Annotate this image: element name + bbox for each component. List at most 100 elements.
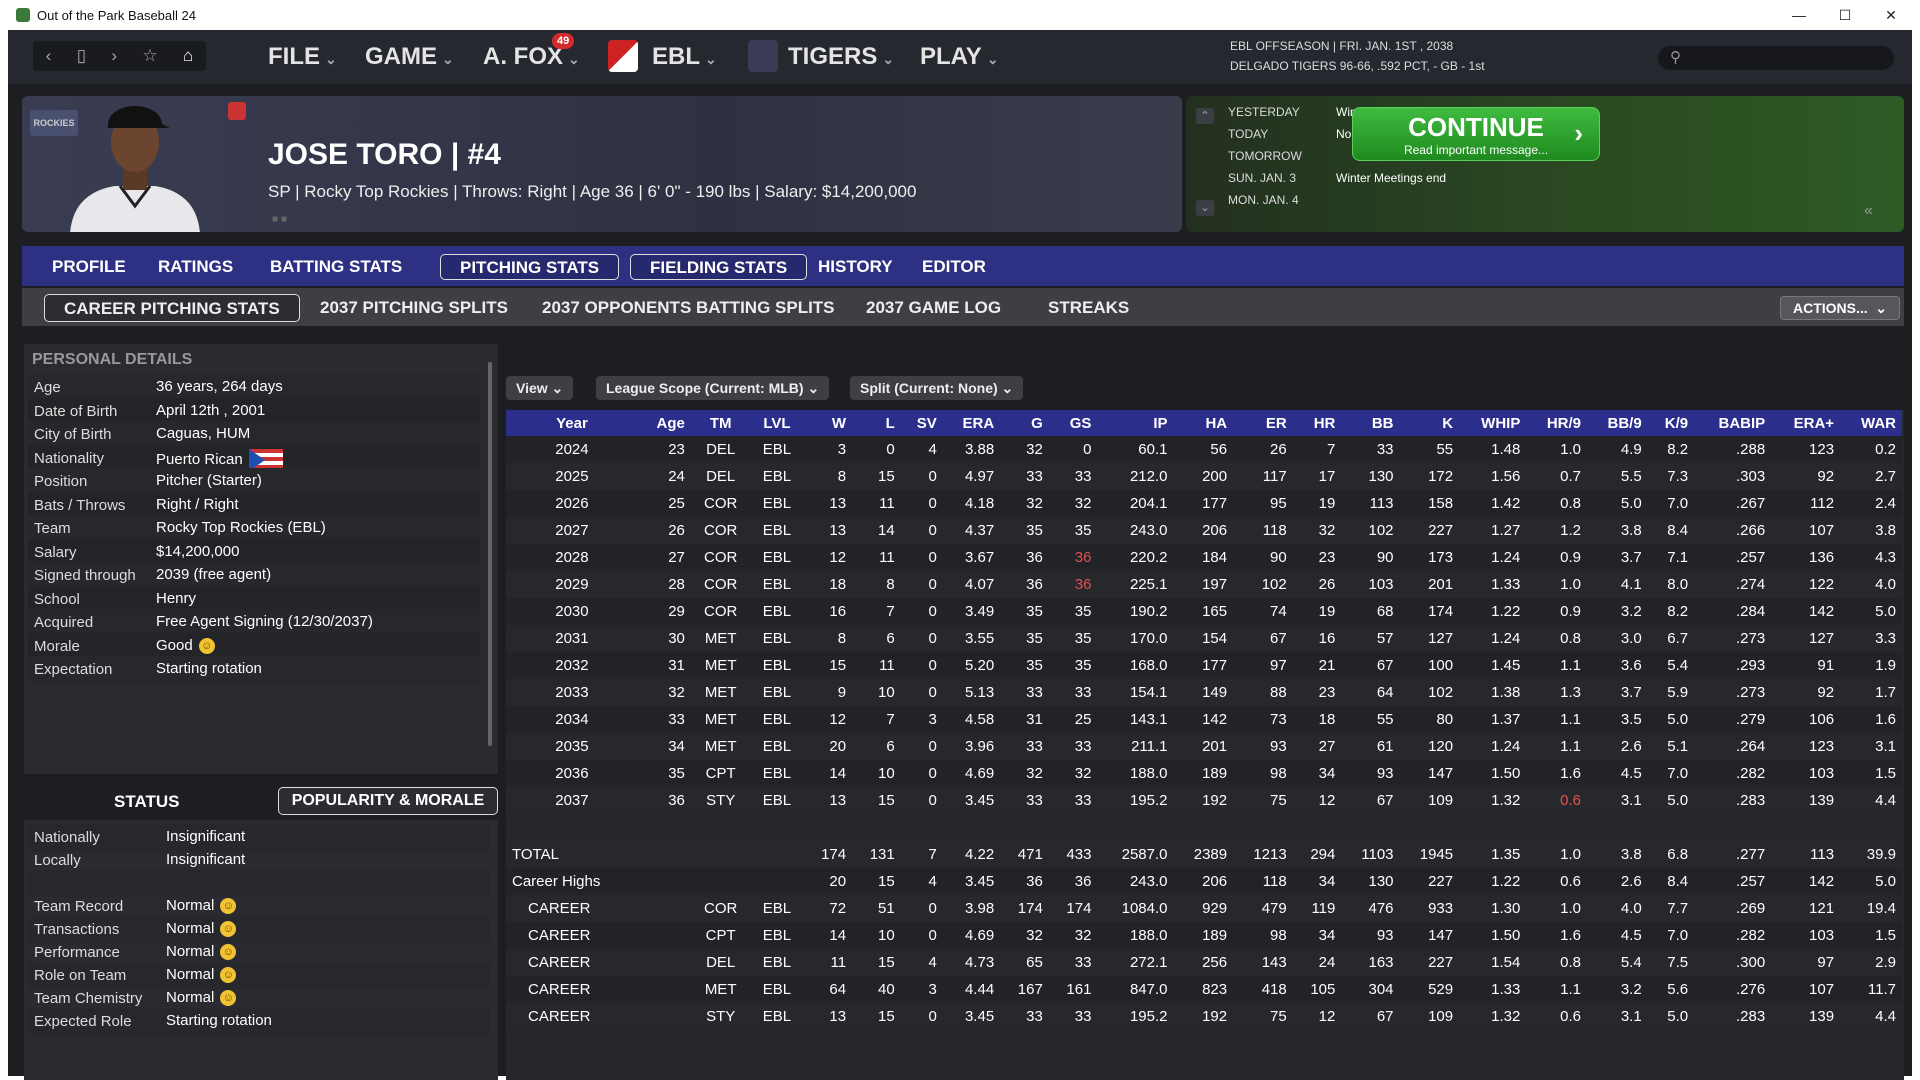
table-row[interactable]: 2032 31 MET EBL 15 11 0 5.20 35 35 168.0 177 97 21 67 1… [506,652,1902,679]
menu-play[interactable]: PLAY ⌄ [920,43,999,71]
column-header[interactable]: W [831,414,847,432]
column-header[interactable]: BABIP [1718,414,1766,432]
split-dropdown[interactable]: Split (Current: None) ⌄ [850,376,1024,400]
actions-dropdown[interactable]: ACTIONS... ⌄ [1780,296,1900,320]
table-cell: 25 [1048,706,1098,733]
column-header[interactable]: ERA [962,414,995,432]
column-header[interactable]: HR/9 [1546,414,1582,432]
popularity-morale-button[interactable]: POPULARITY & MORALE [278,787,498,815]
personal-details-scrollbar[interactable] [486,348,494,770]
tab-pitching-stats[interactable]: PITCHING STATS [440,254,620,280]
detail-key: Date of Birth [34,402,118,420]
table-cell: 136 [1771,544,1841,571]
chevron-down-icon: ⌄ [551,380,564,396]
table-row[interactable]: 2028 27 COR EBL 12 11 0 3.67 36 36 220.2 184 90 23 90 1… [506,544,1902,571]
forward-icon[interactable]: › [111,46,118,65]
tab-fielding-stats[interactable]: FIELDING STATS [630,254,808,280]
subtab-career-pitching[interactable]: CAREER PITCHING STATS [44,294,300,322]
table-row[interactable]: 2024 23 DEL EBL 3 0 4 3.88 32 0 60.1 56 26 7 33 55 1.48 1… [506,436,1902,463]
subtab-pitching-splits[interactable]: 2037 PITCHING SPLITS [320,298,508,317]
table-cell: 3.1 [1587,787,1648,814]
table-cell: 2034 [506,706,638,733]
pager-dots[interactable]: ■ ■ [272,214,287,225]
table-cell: 3.7 [1587,679,1648,706]
subtab-game-log[interactable]: 2037 GAME LOG [866,298,1002,317]
summary-row[interactable]: CAREER COR EBL 72 51 0 3.98 174 174 1084.0 929 479 1… [506,895,1902,922]
table-row[interactable]: 2027 26 COR EBL 13 14 0 4.37 35 35 243.0 206 118 32 10… [506,517,1902,544]
tab-batting-stats[interactable]: BATTING STATS [270,257,403,276]
column-header[interactable]: HR [1313,414,1336,432]
collapse-icon[interactable]: « [1864,202,1873,219]
summary-cell: 1945 [1399,841,1460,868]
column-header[interactable]: G [1031,414,1043,432]
page-icon[interactable]: ▯ [76,46,87,65]
column-header[interactable]: K/9 [1664,414,1689,432]
subtab-streaks[interactable]: STREAKS [1048,298,1130,317]
column-header[interactable]: GS [1069,414,1092,432]
column-header[interactable]: ER [1265,414,1287,432]
table-cell: 1.38 [1459,679,1527,706]
summary-row[interactable]: TOTAL 174 131 7 4.22 471 433 2587.0 2389 1213 294 1… [506,841,1902,868]
calendar-down-icon[interactable]: ⌄ [1196,200,1214,216]
column-header[interactable]: IP [1153,414,1168,432]
tab-history[interactable]: HISTORY [818,257,893,276]
league-logo-icon [608,40,638,72]
table-row[interactable]: 2030 29 COR EBL 16 7 0 3.49 35 35 190.2 165 74 19 68 17… [506,598,1902,625]
calendar-up-icon[interactable]: ⌃ [1196,108,1214,124]
column-header[interactable]: Year [556,414,588,432]
summary-row[interactable]: CAREER DEL EBL 11 15 4 4.73 65 33 272.1 256 143 24 16… [506,949,1902,976]
table-row[interactable]: 2029 28 COR EBL 18 8 0 4.07 36 36 225.1 197 102 26 103… [506,571,1902,598]
menu-manager[interactable]: A. FOX ⌄ [483,43,580,71]
column-header[interactable]: ERA+ [1793,414,1835,432]
back-icon[interactable]: ‹ [45,46,52,65]
column-header[interactable]: LVL [763,414,791,432]
tab-profile[interactable]: PROFILE [52,257,126,276]
menu-league[interactable]: EBL ⌄ [652,43,717,71]
continue-button[interactable]: CONTINUE Read important message... › [1352,107,1600,161]
column-header[interactable]: HA [1205,414,1228,432]
tab-editor[interactable]: EDITOR [922,257,986,276]
summary-row[interactable]: CAREER CPT EBL 14 10 0 4.69 32 32 188.0 189 98 34 93 1… [506,922,1902,949]
column-header[interactable]: BB/9 [1607,414,1642,432]
table-row[interactable]: 2035 34 MET EBL 20 6 0 3.96 33 33 211.1 201 93 27 61 12… [506,733,1902,760]
search-input[interactable]: ⚲ [1658,46,1894,70]
menu-file[interactable]: FILE ⌄ [268,43,337,71]
menu-team[interactable]: TIGERS ⌄ [788,43,894,71]
minimize-icon[interactable]: — [1792,7,1806,23]
table-row[interactable]: 2026 25 COR EBL 13 11 0 4.18 32 32 204.1 177 95 19 113… [506,490,1902,517]
table-row[interactable]: 2033 32 MET EBL 9 10 0 5.13 33 33 154.1 149 88 23 64 10… [506,679,1902,706]
close-icon[interactable]: ✕ [1885,6,1897,23]
table-row[interactable]: 2025 24 DEL EBL 8 15 0 4.97 33 33 212.0 200 117 17 130… [506,463,1902,490]
summary-row[interactable]: Career Highs 20 15 4 3.45 36 36 243.0 206 118 34 13… [506,868,1902,895]
column-header[interactable]: K [1442,414,1454,432]
league-scope-dropdown[interactable]: League Scope (Current: MLB) ⌄ [596,376,830,400]
tab-ratings[interactable]: RATINGS [158,257,234,276]
table-cell: 55 [1341,706,1400,733]
column-header[interactable]: TM [709,414,732,432]
home-icon[interactable]: ⌂ [183,46,194,65]
table-cell: 35 [1048,652,1098,679]
column-header[interactable]: SV [916,414,937,432]
summary-cell: 4 [900,868,943,895]
menu-game[interactable]: GAME ⌄ [365,43,454,71]
table-cell: 2026 [506,490,638,517]
column-header[interactable]: L [885,414,895,432]
column-header[interactable]: BB [1371,414,1394,432]
summary-row[interactable]: CAREER MET EBL 64 40 3 4.44 167 161 847.0 823 418 10… [506,976,1902,1003]
column-header[interactable]: Age [656,414,685,432]
table-row[interactable]: 2037 36 STY EBL 13 15 0 3.45 33 33 195.2 192 75 12 67 1… [506,787,1902,814]
detail-value-text: Henry [156,589,197,607]
status-value: Insignificant [166,851,245,868]
table-row[interactable]: 2034 33 MET EBL 12 7 3 4.58 31 25 143.1 142 73 18 55 80… [506,706,1902,733]
view-dropdown[interactable]: View ⌄ [506,376,574,400]
table-cell: 184 [1173,544,1234,571]
star-icon[interactable]: ☆ [142,46,158,65]
subtab-opponents-splits[interactable]: 2037 OPPONENTS BATTING SPLITS [542,298,835,317]
column-header[interactable]: WAR [1861,414,1896,432]
maximize-icon[interactable]: ☐ [1838,6,1852,23]
scrollbar-thumb[interactable] [488,362,492,746]
table-row[interactable]: 2031 30 MET EBL 8 6 0 3.55 35 35 170.0 154 67 16 57 127… [506,625,1902,652]
summary-row[interactable]: CAREER STY EBL 13 15 0 3.45 33 33 195.2 192 75 12 67 1… [506,1003,1902,1030]
table-row[interactable]: 2036 35 CPT EBL 14 10 0 4.69 32 32 188.0 189 98 34 93 1… [506,760,1902,787]
column-header[interactable]: WHIP [1481,414,1521,432]
